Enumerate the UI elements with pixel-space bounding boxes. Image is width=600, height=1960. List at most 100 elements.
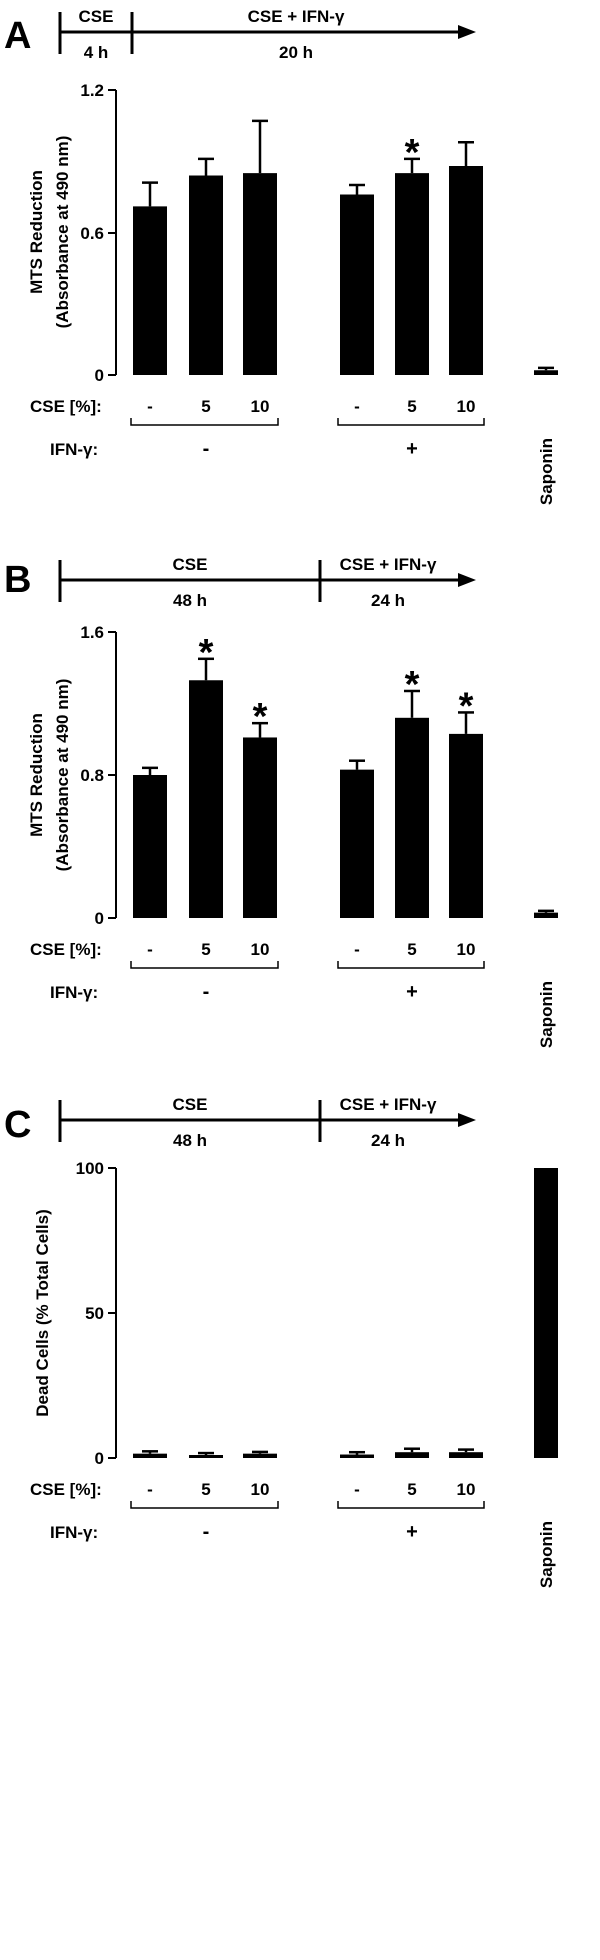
timeline-seg2-label: CSE + IFN-γ (340, 1095, 437, 1114)
row-label-cse: CSE [%]: (30, 397, 102, 416)
timeline: CSE 48 h CSE + IFN-γ 24 h (58, 1095, 476, 1150)
panel-C: C CSE 48 h CSE + IFN-γ 24 h 0 50 100 Dead Cells … (4, 1095, 558, 1588)
row-label-ifn: IFN-γ: (50, 983, 98, 1002)
row-label-cse: CSE [%]: (30, 1480, 102, 1499)
row-label-ifn: IFN-γ: (50, 1523, 98, 1542)
bar (189, 175, 223, 375)
bar (243, 1453, 277, 1458)
panel-letter: C (4, 1104, 31, 1146)
x-tick-label-saponin: Saponin (537, 438, 556, 505)
x-tick-label: 10 (457, 940, 476, 959)
timeline-seg1-time: 48 h (173, 591, 207, 610)
y-axis: 0 0.6 1.2 (80, 81, 117, 385)
bars: * (133, 119, 558, 375)
timeline-seg1-label: CSE (173, 555, 208, 574)
group-bracket-minus (130, 418, 279, 426)
category-rows: CSE [%]: - 5 10 - 5 10 IFN-γ: - + (30, 397, 485, 460)
bar (449, 733, 483, 918)
group-bracket-minus (130, 961, 279, 969)
x-tick-label: 5 (407, 397, 416, 416)
x-tick-label: 5 (407, 940, 416, 959)
panel-B: B CSE 48 h CSE + IFN-γ 24 h 0 0.8 1.6 MTS Reduct… (4, 555, 558, 1048)
bar (340, 1454, 374, 1458)
group-bracket-plus (337, 961, 485, 969)
significance-star: * (253, 696, 268, 738)
timeline: CSE 48 h CSE + IFN-γ 24 h (58, 555, 476, 610)
bar (243, 737, 277, 918)
timeline-seg2-time: 20 h (279, 43, 313, 62)
panel-letter: A (4, 15, 31, 57)
panel-A: A CSE 4 h CSE + IFN-γ 20 h 0 0.6 1.2 MTS Reducti… (4, 7, 558, 505)
group-label-plus: + (406, 981, 418, 1003)
row-label-ifn: IFN-γ: (50, 440, 98, 459)
bar (133, 1453, 167, 1458)
x-tick-label: - (354, 397, 360, 416)
bar (340, 769, 374, 918)
timeline-seg2-label: CSE + IFN-γ (248, 7, 345, 26)
group-label-plus: + (406, 438, 418, 460)
x-tick-label: 5 (201, 1480, 210, 1499)
y-tick-label: 100 (76, 1159, 104, 1178)
y-tick-label: 0.8 (80, 766, 104, 785)
y-tick-label: 0 (95, 366, 104, 385)
y-tick-label: 0 (95, 1449, 104, 1468)
y-axis-label: MTS Reduction (27, 713, 46, 837)
bar (189, 680, 223, 918)
timeline-seg2-label: CSE + IFN-γ (340, 555, 437, 574)
timeline-arrowhead (458, 1113, 476, 1127)
x-tick-label: 10 (251, 397, 270, 416)
timeline-seg1-label: CSE (79, 7, 114, 26)
y-tick-label: 50 (85, 1304, 104, 1323)
x-tick-label: 10 (251, 1480, 270, 1499)
x-tick-label: 5 (201, 940, 210, 959)
x-tick-label: 10 (457, 397, 476, 416)
timeline-arrowhead (458, 25, 476, 39)
x-tick-label: - (354, 1480, 360, 1499)
timeline-arrowhead (458, 573, 476, 587)
timeline-seg2-time: 24 h (371, 1131, 405, 1150)
timeline-seg1-label: CSE (173, 1095, 208, 1114)
group-bracket-plus (337, 418, 485, 426)
bar (395, 717, 429, 918)
bar (133, 775, 167, 918)
group-label-minus: - (203, 438, 210, 460)
x-tick-label: - (147, 940, 153, 959)
category-rows: CSE [%]: - 5 10 - 5 10 IFN-γ: - + (30, 940, 485, 1003)
group-label-plus: + (406, 1521, 418, 1543)
significance-star: * (405, 132, 420, 174)
bar (133, 206, 167, 375)
y-axis: 0 0.8 1.6 (80, 623, 117, 928)
bar (340, 194, 374, 375)
x-tick-label: - (354, 940, 360, 959)
group-bracket-minus (130, 1501, 279, 1509)
x-tick-label-saponin: Saponin (537, 1521, 556, 1588)
bar (449, 166, 483, 375)
y-axis-label: MTS Reduction (27, 170, 46, 294)
significance-star: * (405, 664, 420, 706)
group-bracket-plus (337, 1501, 485, 1509)
group-label-minus: - (203, 981, 210, 1003)
timeline-seg1-time: 4 h (84, 43, 109, 62)
x-tick-label: 5 (407, 1480, 416, 1499)
bar (395, 1452, 429, 1458)
bars: * * * * (133, 632, 558, 918)
bar (189, 1455, 223, 1458)
bar (243, 173, 277, 375)
significance-star: * (459, 685, 474, 727)
bar (534, 912, 558, 918)
x-tick-label: 5 (201, 397, 210, 416)
bar (395, 173, 429, 375)
row-label-cse: CSE [%]: (30, 940, 102, 959)
timeline-seg2-time: 24 h (371, 591, 405, 610)
x-tick-label: - (147, 1480, 153, 1499)
significance-star: * (199, 632, 214, 674)
y-tick-label: 1.2 (80, 81, 104, 100)
x-tick-label-saponin: Saponin (537, 981, 556, 1048)
panel-letter: B (4, 559, 31, 601)
x-tick-label: - (147, 397, 153, 416)
y-axis: 0 50 100 (76, 1159, 117, 1468)
bar (449, 1452, 483, 1458)
bar (534, 370, 558, 375)
y-axis-label-2: (Absorbance at 490 nm) (53, 136, 72, 329)
